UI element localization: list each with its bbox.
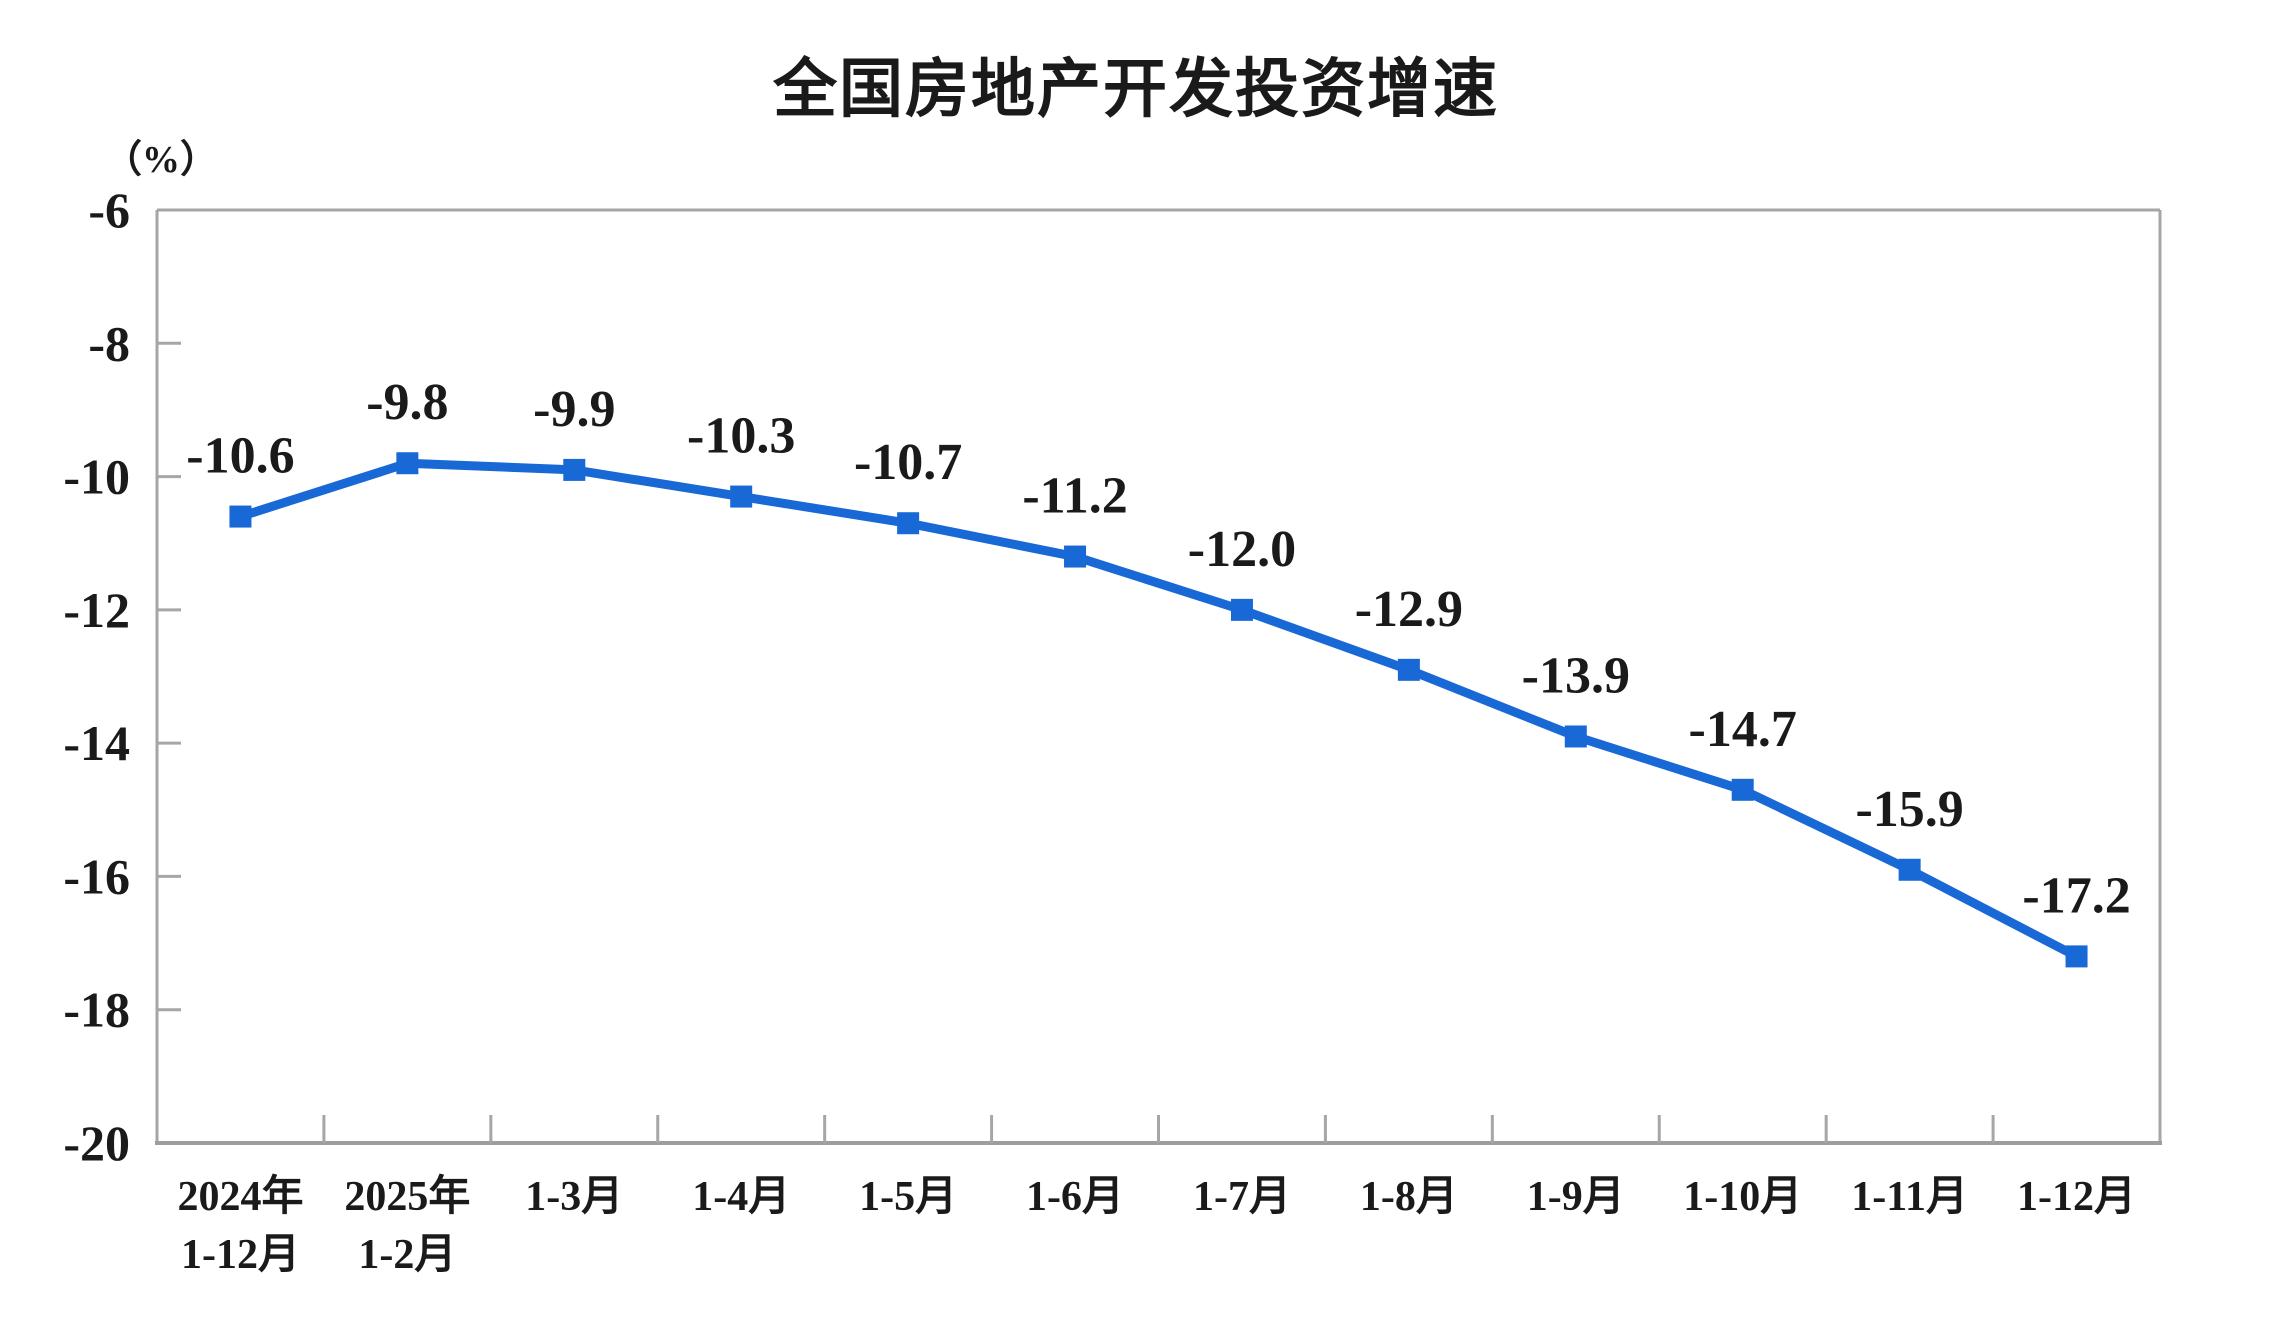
data-point-label: -14.7 xyxy=(1689,701,1797,758)
x-tick-label: 1-9月 xyxy=(1527,1174,1625,1220)
data-point-marker xyxy=(1230,598,1253,621)
data-point-label: -10.6 xyxy=(186,428,294,485)
x-tick-label: 2025年 xyxy=(344,1173,470,1220)
data-point-label: -10.7 xyxy=(854,434,962,491)
data-point-marker xyxy=(229,505,252,528)
data-point-marker xyxy=(1898,858,1921,881)
data-point-marker xyxy=(2065,945,2088,968)
data-point-label: -11.2 xyxy=(1022,468,1127,525)
plot-frame xyxy=(155,208,2162,1145)
y-tick-label: -16 xyxy=(63,848,130,904)
x-tick-label: 1-10月 xyxy=(1683,1174,1802,1220)
data-point-label: -15.9 xyxy=(1855,781,1963,838)
x-axis: 2024年 1-12月 2025年 1-2月 1-3月 1-4月 1-5月 1-6月 1-7月 1… xyxy=(177,1115,2136,1278)
data-point-marker xyxy=(1564,725,1587,748)
x-tick-label: 1-7月 xyxy=(1193,1174,1291,1220)
x-tick-label: 1-12月 xyxy=(181,1232,300,1278)
x-tick-label: 1-2月 xyxy=(358,1232,456,1278)
y-tick-label: -8 xyxy=(88,315,130,371)
data-point-label: -12.0 xyxy=(1188,521,1296,578)
x-tick-label: 1-5月 xyxy=(859,1174,957,1220)
data-point-marker xyxy=(730,485,753,508)
x-tick-label: 1-6月 xyxy=(1026,1174,1124,1220)
y-axis: -6 -8 -10 -12 -14 -16 -18 -20 xyxy=(63,182,181,1171)
y-tick-label: -6 xyxy=(88,182,130,238)
data-point-label: -10.3 xyxy=(687,408,795,465)
data-point-marker xyxy=(1731,778,1754,801)
y-axis-unit-label: （%） xyxy=(104,139,219,181)
y-tick-label: -14 xyxy=(63,715,130,771)
data-point-label: -9.9 xyxy=(533,381,615,438)
data-point-label: -9.8 xyxy=(366,374,448,431)
y-tick-label: -12 xyxy=(63,582,130,638)
data-point-marker xyxy=(396,452,419,475)
x-tick-label: 1-3月 xyxy=(525,1174,623,1220)
x-tick-label: 2024年 xyxy=(177,1173,303,1220)
x-tick-label: 1-11月 xyxy=(1851,1174,1968,1220)
series-investment-growth: -10.6 -9.8 -9.9 -10.3 -10.7 -11.2 -12.0 -12.9 -1… xyxy=(186,374,2131,968)
y-tick-label: -10 xyxy=(63,449,130,505)
data-point-marker xyxy=(1064,545,1087,568)
data-point-marker xyxy=(897,512,920,535)
series-line xyxy=(235,458,2082,961)
y-tick-label: -18 xyxy=(63,982,130,1038)
chart-title: 全国房地产开发投资增速 xyxy=(773,53,1499,125)
data-point-label: -17.2 xyxy=(2022,867,2130,924)
data-point-label: -13.9 xyxy=(1522,647,1630,704)
y-tick-label: -20 xyxy=(63,1115,130,1171)
x-tick-label: 1-8月 xyxy=(1360,1174,1458,1220)
data-point-marker xyxy=(563,458,586,481)
data-point-marker xyxy=(1397,658,1420,681)
x-tick-label: 1-4月 xyxy=(692,1174,790,1220)
x-tick-label: 1-12月 xyxy=(2017,1174,2136,1220)
data-point-label: -12.9 xyxy=(1355,581,1463,638)
